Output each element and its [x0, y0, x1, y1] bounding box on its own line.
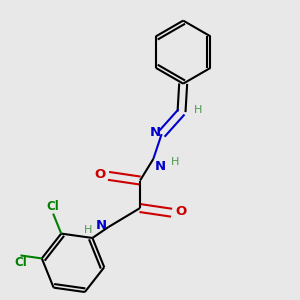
Text: Cl: Cl — [14, 256, 27, 269]
Text: H: H — [194, 105, 202, 115]
Text: O: O — [94, 168, 105, 182]
Text: N: N — [96, 219, 107, 232]
Text: O: O — [175, 205, 186, 218]
Text: Cl: Cl — [47, 200, 59, 213]
Text: H: H — [171, 157, 179, 166]
Text: N: N — [150, 126, 161, 139]
Text: N: N — [154, 160, 165, 172]
Text: H: H — [84, 225, 93, 235]
